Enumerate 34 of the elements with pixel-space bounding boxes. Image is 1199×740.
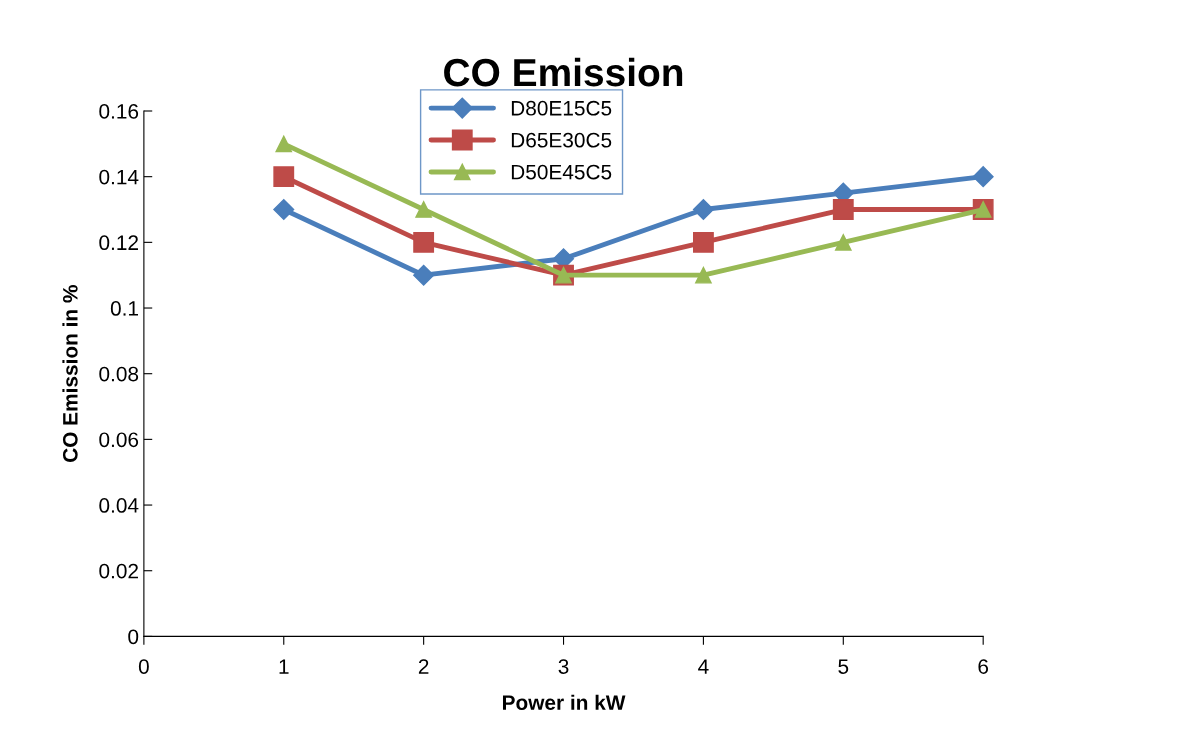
legend-label: D80E15C5 <box>511 100 612 116</box>
point <box>413 231 435 253</box>
x-tick-label: 5 <box>838 659 849 674</box>
legend-label: D65E30C5 <box>511 132 612 148</box>
y-tick-label: 0.12 <box>99 235 138 251</box>
point <box>832 199 854 220</box>
y-tick-label: 0 <box>128 629 139 645</box>
y-tick-label: 0.06 <box>99 432 139 448</box>
x-tick-label: 0 <box>138 659 149 674</box>
y-tick-label: 0.08 <box>99 366 139 382</box>
point <box>695 266 712 284</box>
x-tick-label: 3 <box>558 659 569 674</box>
point <box>273 166 295 188</box>
x-tick-label: 4 <box>698 659 709 674</box>
x-tick-label: 6 <box>978 659 989 674</box>
y-tick-label: 0.1 <box>110 301 138 316</box>
point <box>273 198 295 221</box>
chart-title: CO Emission <box>444 57 683 87</box>
y-axis-title: CO Emission in % <box>62 285 78 462</box>
y-tick-label: 0.14 <box>99 169 139 185</box>
point <box>415 201 432 218</box>
point <box>413 264 435 286</box>
y-tick-label: 0.02 <box>99 563 138 579</box>
x-axis-title: Power in kW <box>502 694 626 711</box>
legend-label: D50E45C5 <box>511 164 612 180</box>
point <box>834 234 852 251</box>
point <box>692 198 714 221</box>
point <box>972 166 994 188</box>
y-tick-label: 0.16 <box>99 104 139 119</box>
point <box>692 231 714 253</box>
point <box>275 135 293 153</box>
y-tick-label: 0.04 <box>99 498 139 513</box>
x-tick-label: 1 <box>279 659 289 674</box>
x-tick-label: 2 <box>418 659 429 674</box>
